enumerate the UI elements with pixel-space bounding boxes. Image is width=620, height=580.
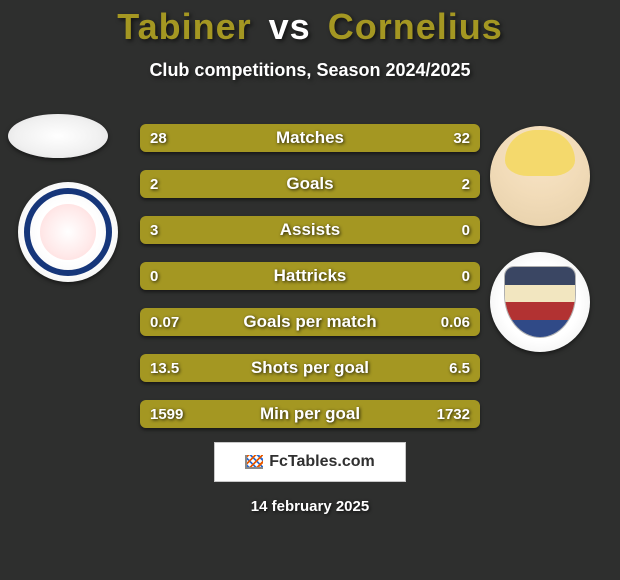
- stat-bar-left: [140, 170, 310, 198]
- stat-bar-left: [140, 262, 310, 290]
- brand-text: FcTables.com: [269, 453, 375, 471]
- avatar-hair: [505, 130, 575, 176]
- stat-value-right: 0: [462, 216, 470, 244]
- stat-row: 2832Matches: [140, 124, 480, 152]
- crest-shield: [504, 266, 576, 338]
- stat-row: 13.56.5Shots per goal: [140, 354, 480, 382]
- stat-value-right: 2: [462, 170, 470, 198]
- stat-value-right: 6.5: [449, 354, 470, 382]
- stat-value-right: 0.06: [441, 308, 470, 336]
- stat-bar-track: [140, 262, 480, 290]
- stat-row: 15991732Min per goal: [140, 400, 480, 428]
- stat-value-left: 2: [150, 170, 158, 198]
- title-vs: vs: [269, 6, 311, 47]
- stat-value-left: 0: [150, 262, 158, 290]
- stat-row: 00Hattricks: [140, 262, 480, 290]
- stat-row: 22Goals: [140, 170, 480, 198]
- title-player1: Tabiner: [117, 6, 251, 47]
- stat-bar-left: [140, 216, 480, 244]
- comparison-card: Tabiner vs Cornelius Club competitions, …: [0, 0, 620, 580]
- stat-value-right: 0: [462, 262, 470, 290]
- stat-value-left: 3: [150, 216, 158, 244]
- stats-container: 2832Matches22Goals30Assists00Hattricks0.…: [140, 124, 480, 446]
- stat-value-left: 13.5: [150, 354, 179, 382]
- stat-value-left: 1599: [150, 400, 183, 428]
- stat-value-left: 28: [150, 124, 167, 152]
- brand-icon: [245, 455, 263, 469]
- stat-value-right: 1732: [437, 400, 470, 428]
- stat-bar-track: [140, 170, 480, 198]
- stat-row: 30Assists: [140, 216, 480, 244]
- page-title: Tabiner vs Cornelius: [0, 0, 620, 48]
- footer-date: 14 february 2025: [0, 498, 620, 515]
- player2-club-crest: [490, 252, 590, 352]
- stat-bar-right: [310, 170, 480, 198]
- stat-row: 0.070.06Goals per match: [140, 308, 480, 336]
- stat-bar-track: [140, 400, 480, 428]
- stat-value-right: 32: [453, 124, 470, 152]
- player1-avatar: [8, 114, 108, 158]
- stat-bar-track: [140, 216, 480, 244]
- brand-badge: FcTables.com: [214, 442, 406, 482]
- stat-value-left: 0.07: [150, 308, 179, 336]
- crest-center: [40, 204, 96, 260]
- player1-club-crest: [18, 182, 118, 282]
- subtitle: Club competitions, Season 2024/2025: [0, 60, 620, 81]
- title-player2: Cornelius: [328, 6, 503, 47]
- player2-avatar: [490, 126, 590, 226]
- stat-bar-track: [140, 354, 480, 382]
- stat-bar-right: [310, 262, 480, 290]
- stat-bar-track: [140, 124, 480, 152]
- stat-bar-track: [140, 308, 480, 336]
